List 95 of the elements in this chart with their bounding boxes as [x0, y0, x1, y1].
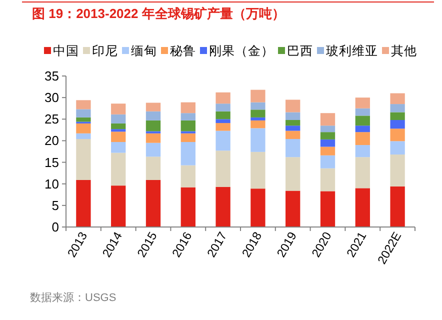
bar	[111, 142, 126, 153]
bar	[76, 138, 91, 180]
bar	[216, 130, 230, 151]
bar	[250, 102, 266, 110]
bar	[146, 156, 161, 180]
bar	[216, 150, 230, 187]
bar	[320, 139, 336, 147]
bar	[355, 188, 370, 227]
bar	[111, 186, 126, 227]
bar	[355, 116, 370, 126]
bar	[355, 108, 370, 116]
bar	[390, 186, 405, 227]
legend-label: 中国	[53, 44, 79, 58]
y-tick-label: 30	[44, 90, 59, 106]
bar	[286, 190, 300, 227]
legend-label: 缅甸	[131, 44, 157, 58]
bar	[286, 120, 300, 126]
y-tick-label: 25	[44, 112, 59, 127]
bar	[355, 126, 370, 132]
bar	[390, 120, 405, 129]
bar	[146, 142, 161, 157]
bar	[180, 102, 196, 114]
bar	[320, 168, 336, 192]
bar	[111, 104, 126, 114]
legend-label: 玻利维亚	[326, 44, 378, 58]
y-tick-label: 35	[44, 68, 59, 84]
bar	[250, 120, 266, 128]
bar	[250, 90, 266, 102]
bar	[111, 132, 126, 142]
legend-label: 其他	[391, 44, 417, 58]
bar	[76, 109, 91, 118]
bar	[76, 100, 91, 110]
chart-title: 图 19：2013-2022 年全球锡矿产量（万吨）	[32, 6, 285, 21]
bar	[390, 154, 405, 186]
bar	[320, 132, 336, 140]
bar	[216, 92, 230, 104]
bar	[286, 138, 300, 158]
bar	[76, 117, 91, 122]
bar	[320, 126, 336, 132]
bar	[111, 123, 126, 130]
source-note: 数据来源：USGS	[30, 291, 116, 304]
bar	[180, 187, 196, 227]
bar	[250, 152, 266, 189]
legend-label: 刚果（金）	[209, 44, 274, 58]
bar	[390, 141, 405, 155]
bar	[320, 191, 336, 227]
legend-label: 印尼	[92, 44, 118, 58]
bar	[390, 104, 405, 112]
bar	[216, 104, 230, 112]
bar	[390, 93, 405, 104]
bar	[320, 113, 336, 126]
bar	[111, 114, 126, 124]
bar	[355, 98, 370, 108]
y-tick-label: 0	[52, 220, 59, 234]
bar	[146, 133, 161, 143]
bar	[286, 126, 300, 131]
bar	[146, 111, 161, 120]
bar	[355, 132, 370, 146]
bar	[180, 165, 196, 188]
bar	[286, 130, 300, 139]
bar	[76, 133, 91, 139]
bar	[180, 142, 196, 166]
y-tick-label: 20	[44, 133, 59, 148]
legend-label: 巴西	[287, 44, 313, 58]
bar	[355, 157, 370, 188]
bar	[216, 119, 230, 124]
bar	[146, 102, 161, 112]
bar	[320, 146, 336, 156]
y-tick-label: 5	[52, 198, 59, 213]
bar	[76, 123, 91, 134]
bar	[180, 113, 196, 120]
bar	[390, 112, 405, 120]
legend-label: 秘鲁	[170, 44, 196, 58]
bar	[320, 155, 336, 168]
y-tick-label: 15	[44, 154, 59, 170]
bar	[250, 110, 266, 118]
bar	[180, 133, 196, 142]
bar	[111, 152, 126, 186]
bar	[180, 120, 196, 132]
bar	[286, 100, 300, 112]
bar	[355, 145, 370, 158]
bar	[216, 123, 230, 131]
bar	[146, 180, 161, 227]
y-tick-label: 10	[44, 176, 59, 192]
bar	[146, 120, 161, 132]
bar	[250, 117, 266, 120]
bar	[286, 112, 300, 120]
bar	[250, 188, 266, 227]
bar	[216, 111, 230, 120]
bar	[216, 186, 230, 227]
bar	[250, 128, 266, 152]
bar	[286, 157, 300, 191]
bar	[390, 128, 405, 142]
bar	[76, 180, 91, 227]
bar	[111, 129, 126, 132]
